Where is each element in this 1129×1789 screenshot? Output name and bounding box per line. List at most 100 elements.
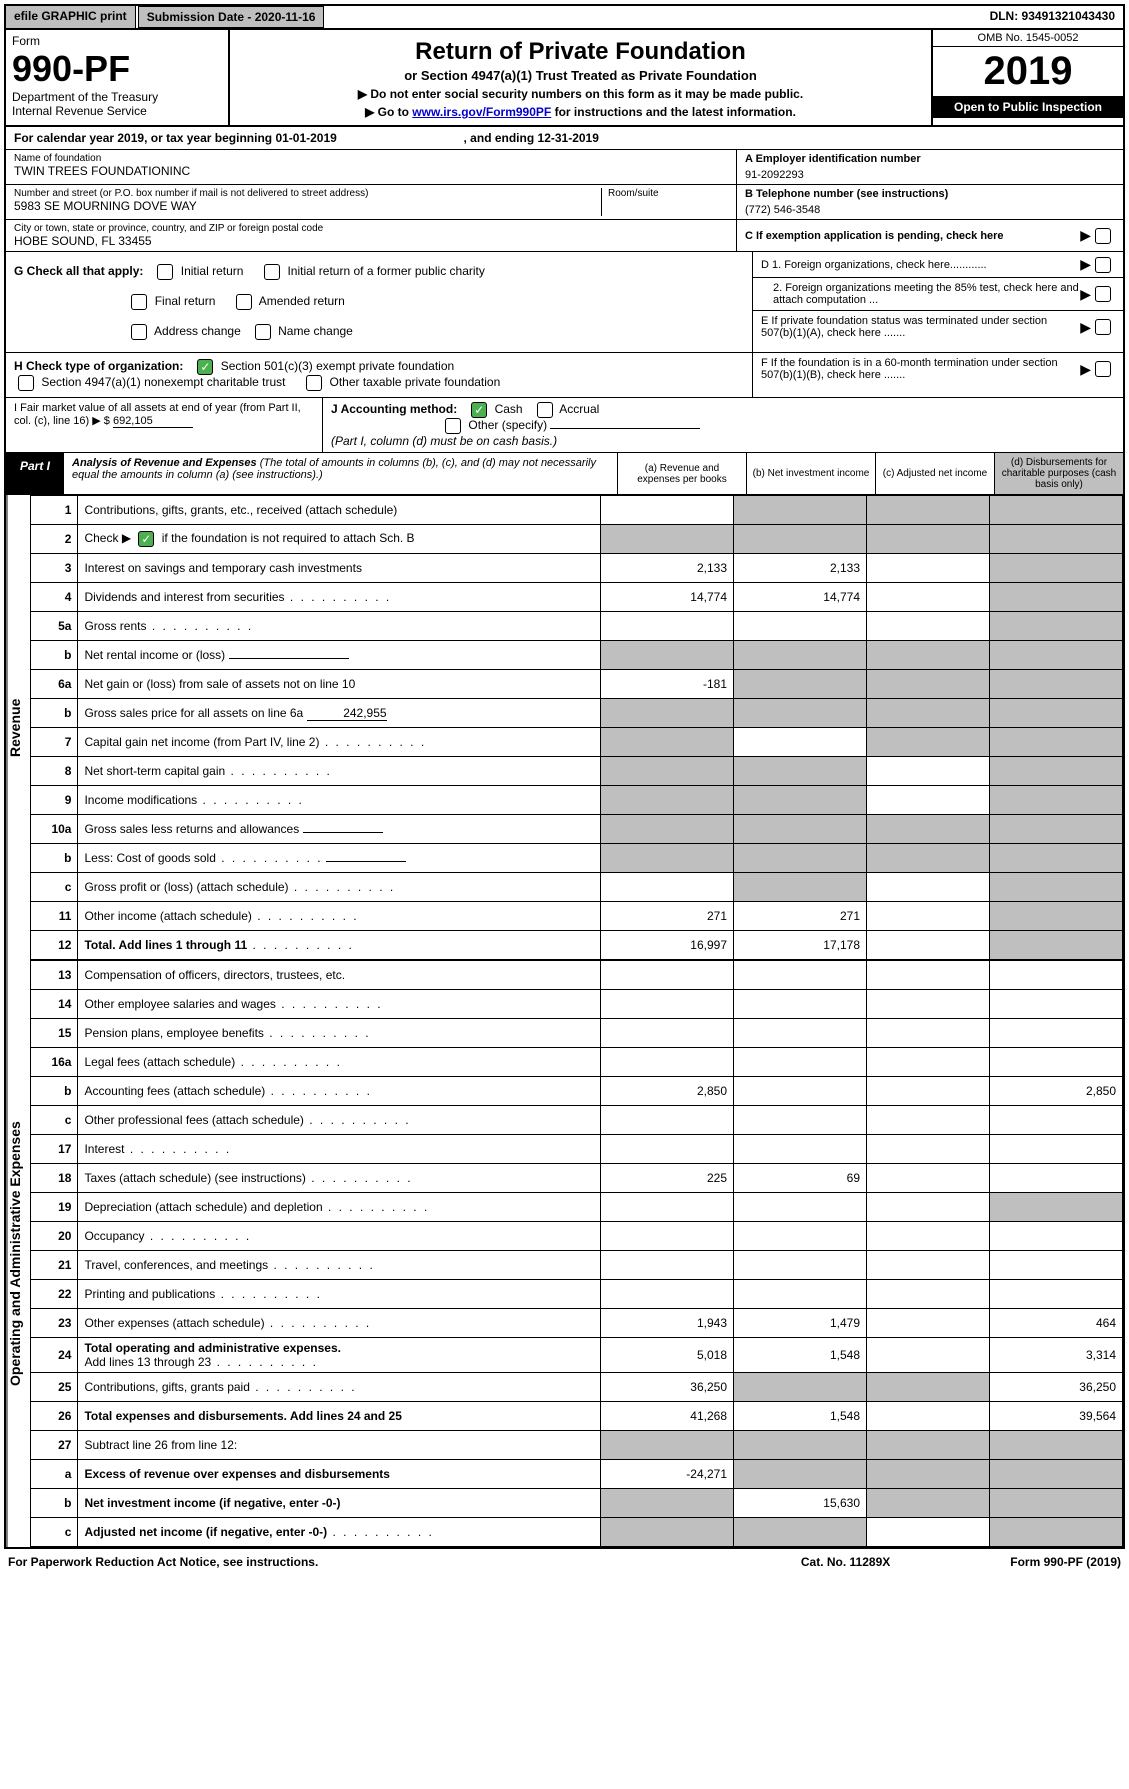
- table-row: 24Total operating and administrative exp…: [31, 1338, 1123, 1373]
- r12: Total. Add lines 1 through 11: [78, 931, 601, 960]
- r8: Net short-term capital gain: [78, 757, 601, 786]
- expenses-table: 13Compensation of officers, directors, t…: [30, 960, 1123, 1547]
- i-value: 692,105: [113, 415, 193, 428]
- part1-label: Part I: [6, 453, 64, 494]
- r21: Travel, conferences, and meetings: [78, 1251, 601, 1280]
- e-label: E If private foundation status was termi…: [761, 315, 1080, 339]
- table-row: 1Contributions, gifts, grants, etc., rec…: [31, 496, 1123, 525]
- note-1: ▶ Do not enter social security numbers o…: [240, 87, 921, 101]
- table-row: 3Interest on savings and temporary cash …: [31, 554, 1123, 583]
- g-section: G Check all that apply: Initial return I…: [6, 252, 752, 352]
- r20: Occupancy: [78, 1222, 601, 1251]
- form-container: efile GRAPHIC print Submission Date - 20…: [4, 4, 1125, 1549]
- form-word: Form: [12, 34, 222, 48]
- j-other-checkbox[interactable]: [445, 418, 461, 434]
- initial-former-checkbox[interactable]: [264, 264, 280, 280]
- r9: Income modifications: [78, 786, 601, 815]
- form-number-box: Form 990-PF Department of the Treasury I…: [6, 30, 230, 125]
- table-row: 2Check ▶ if the foundation is not requir…: [31, 525, 1123, 554]
- address-change-checkbox[interactable]: [131, 324, 147, 340]
- table-row: aExcess of revenue over expenses and dis…: [31, 1460, 1123, 1489]
- r27a: Excess of revenue over expenses and disb…: [78, 1460, 601, 1489]
- d2-checkbox[interactable]: [1095, 286, 1111, 302]
- irs-label: Internal Revenue Service: [12, 104, 222, 118]
- c-checkbox[interactable]: [1095, 228, 1111, 244]
- g-o6: Name change: [278, 324, 353, 338]
- h-4947-checkbox[interactable]: [18, 375, 34, 391]
- table-row: bGross sales price for all assets on lin…: [31, 699, 1123, 728]
- footer-right: Form 990-PF (2019): [1010, 1555, 1121, 1569]
- arrow-icon: ▶: [1080, 286, 1091, 303]
- city-value: HOBE SOUND, FL 33455: [14, 234, 728, 248]
- arrow-icon: ▶: [1080, 361, 1091, 378]
- revenue-section: Revenue 1Contributions, gifts, grants, e…: [6, 495, 1123, 960]
- d1-checkbox[interactable]: [1095, 257, 1111, 273]
- table-row: 10aGross sales less returns and allowanc…: [31, 815, 1123, 844]
- submission-date: Submission Date - 2020-11-16: [138, 6, 325, 28]
- h-label: H Check type of organization:: [14, 359, 183, 373]
- table-row: cOther professional fees (attach schedul…: [31, 1106, 1123, 1135]
- j-accrual-checkbox[interactable]: [537, 402, 553, 418]
- r26: Total expenses and disbursements. Add li…: [78, 1402, 601, 1431]
- efile-button[interactable]: efile GRAPHIC print: [6, 6, 136, 28]
- r10b: Less: Cost of goods sold: [78, 844, 601, 873]
- d2-label: 2. Foreign organizations meeting the 85%…: [761, 282, 1080, 306]
- r2: Check ▶ if the foundation is not require…: [78, 525, 601, 554]
- name-label: Name of foundation: [14, 153, 728, 164]
- cal-begin: For calendar year 2019, or tax year begi…: [14, 131, 337, 145]
- revenue-label: Revenue: [6, 495, 30, 960]
- arrow-icon: ▶: [1080, 256, 1091, 273]
- r2-checkbox[interactable]: [138, 531, 154, 547]
- r27: Subtract line 26 from line 12:: [78, 1431, 601, 1460]
- note-2-post: for instructions and the latest informat…: [551, 105, 796, 119]
- amended-return-checkbox[interactable]: [236, 294, 252, 310]
- table-row: 26Total expenses and disbursements. Add …: [31, 1402, 1123, 1431]
- h-row: H Check type of organization: Section 50…: [6, 353, 1123, 398]
- h-501c3-checkbox[interactable]: [197, 359, 213, 375]
- f-checkbox[interactable]: [1095, 361, 1111, 377]
- table-row: 17Interest: [31, 1135, 1123, 1164]
- table-row: bAccounting fees (attach schedule)2,8502…: [31, 1077, 1123, 1106]
- e-checkbox[interactable]: [1095, 319, 1111, 335]
- year-box: OMB No. 1545-0052 2019 Open to Public In…: [931, 30, 1123, 125]
- j-other: Other (specify): [468, 418, 547, 432]
- r7: Capital gain net income (from Part IV, l…: [78, 728, 601, 757]
- check-g-d-row: G Check all that apply: Initial return I…: [6, 252, 1123, 353]
- r6a: Net gain or (loss) from sale of assets n…: [78, 670, 601, 699]
- note-2-pre: ▶ Go to: [365, 105, 412, 119]
- r16c: Other professional fees (attach schedule…: [78, 1106, 601, 1135]
- r3: Interest on savings and temporary cash i…: [78, 554, 601, 583]
- r18: Taxes (attach schedule) (see instruction…: [78, 1164, 601, 1193]
- table-row: 6aNet gain or (loss) from sale of assets…: [31, 670, 1123, 699]
- r16b: Accounting fees (attach schedule): [78, 1077, 601, 1106]
- expenses-label: Operating and Administrative Expenses: [6, 960, 30, 1547]
- final-return-checkbox[interactable]: [131, 294, 147, 310]
- table-row: 19Depreciation (attach schedule) and dep…: [31, 1193, 1123, 1222]
- j-accrual: Accrual: [559, 402, 599, 416]
- city-c-row: City or town, state or province, country…: [6, 220, 1123, 252]
- revenue-table: 1Contributions, gifts, grants, etc., rec…: [30, 495, 1123, 960]
- footer: For Paperwork Reduction Act Notice, see …: [0, 1553, 1129, 1577]
- j-cash-checkbox[interactable]: [471, 402, 487, 418]
- table-row: 9Income modifications: [31, 786, 1123, 815]
- table-row: cGross profit or (loss) (attach schedule…: [31, 873, 1123, 902]
- table-row: 16aLegal fees (attach schedule): [31, 1048, 1123, 1077]
- table-row: 22Printing and publications: [31, 1280, 1123, 1309]
- h-other-checkbox[interactable]: [306, 375, 322, 391]
- city-label: City or town, state or province, country…: [14, 223, 728, 234]
- r27b: Net investment income (if negative, ente…: [78, 1489, 601, 1518]
- dept-label: Department of the Treasury: [12, 90, 222, 104]
- table-row: 18Taxes (attach schedule) (see instructi…: [31, 1164, 1123, 1193]
- form-title: Return of Private Foundation: [240, 38, 921, 66]
- table-row: 25Contributions, gifts, grants paid36,25…: [31, 1373, 1123, 1402]
- foundation-name: TWIN TREES FOUNDATIONINC: [14, 164, 728, 178]
- addr-label: Number and street (or P.O. box number if…: [14, 188, 601, 199]
- g-o5: Address change: [154, 324, 241, 338]
- r24: Total operating and administrative expen…: [78, 1338, 601, 1373]
- instructions-link[interactable]: www.irs.gov/Form990PF: [412, 105, 551, 119]
- expenses-section: Operating and Administrative Expenses 13…: [6, 960, 1123, 1547]
- name-change-checkbox[interactable]: [255, 324, 271, 340]
- initial-return-checkbox[interactable]: [157, 264, 173, 280]
- g-o1: Initial return: [181, 264, 244, 278]
- tel-label: B Telephone number (see instructions): [745, 188, 1115, 200]
